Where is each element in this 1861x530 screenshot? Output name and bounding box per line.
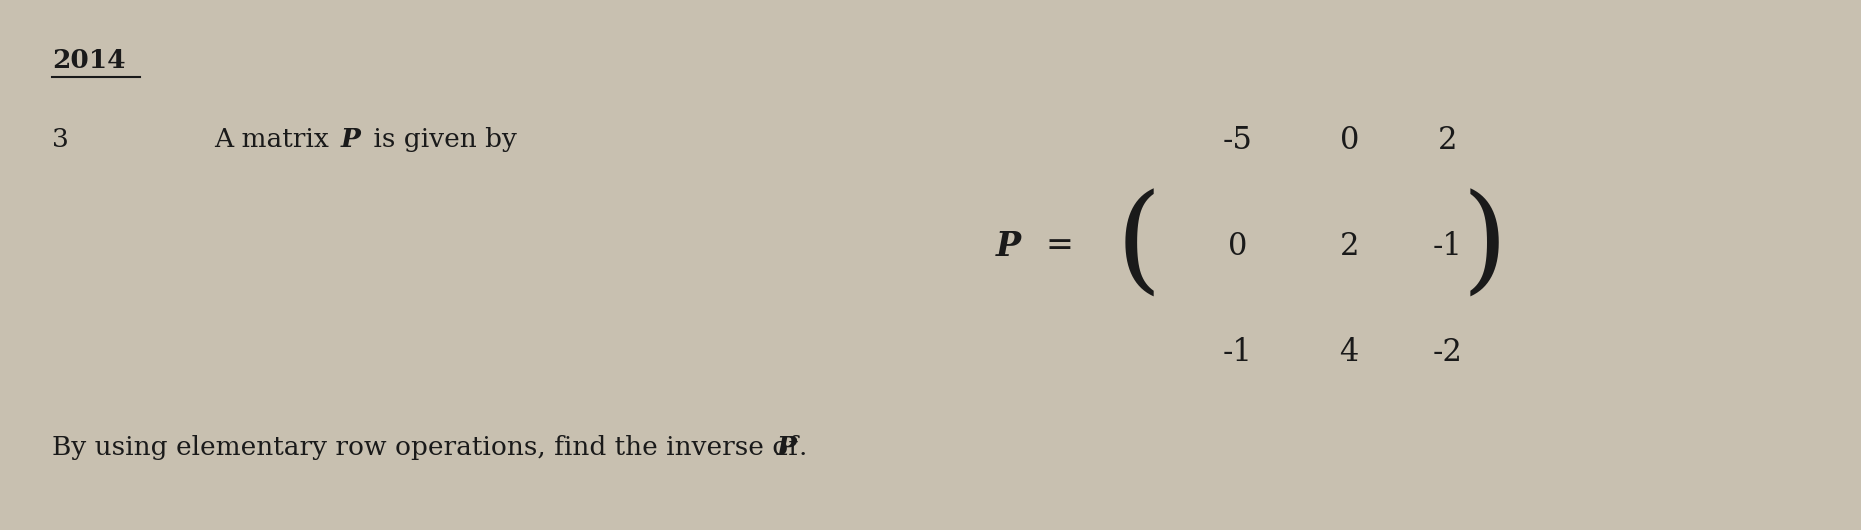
Text: 2: 2 <box>1439 125 1457 156</box>
Text: -1: -1 <box>1433 231 1463 262</box>
Text: By using elementary row operations, find the inverse of: By using elementary row operations, find… <box>52 435 806 460</box>
Text: 4: 4 <box>1340 337 1359 368</box>
Text: ): ) <box>1463 189 1507 304</box>
Text: P: P <box>776 435 797 460</box>
Text: -1: -1 <box>1223 337 1252 368</box>
Text: 2014: 2014 <box>52 48 127 73</box>
Text: -2: -2 <box>1433 337 1463 368</box>
Text: 3: 3 <box>52 127 69 152</box>
Text: is given by: is given by <box>365 127 517 152</box>
Text: P: P <box>996 230 1022 263</box>
Text: 0: 0 <box>1228 231 1247 262</box>
Text: =: = <box>1046 231 1074 262</box>
Text: .: . <box>798 435 808 460</box>
Text: 2: 2 <box>1340 231 1359 262</box>
Text: P: P <box>341 127 361 152</box>
Text: -5: -5 <box>1223 125 1252 156</box>
Text: 0: 0 <box>1340 125 1359 156</box>
Text: A matrix: A matrix <box>214 127 337 152</box>
Text: (: ( <box>1117 189 1161 304</box>
